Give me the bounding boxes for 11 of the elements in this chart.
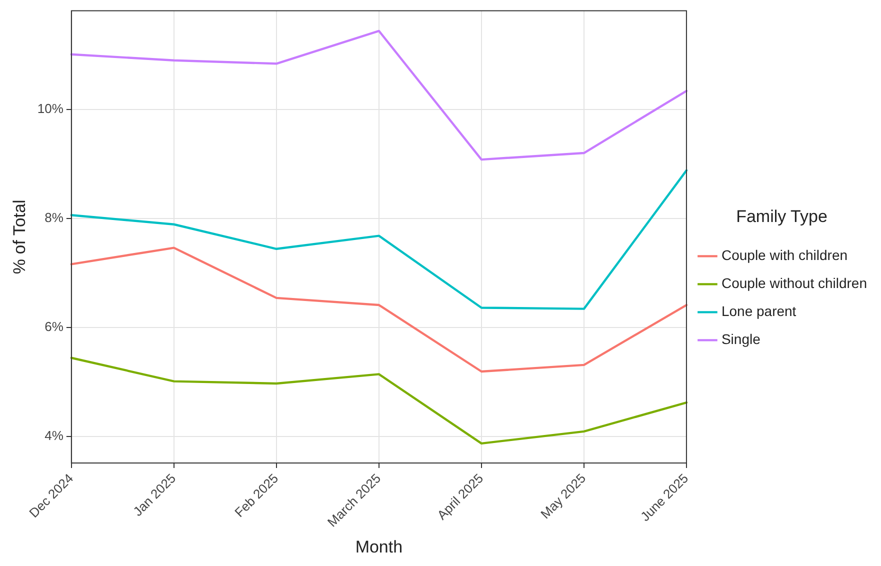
- x-axis-title: Month: [355, 537, 403, 556]
- legend-label: Single: [721, 331, 761, 348]
- legend-label: Lone parent: [721, 303, 796, 320]
- y-tick-label: 8%: [44, 210, 64, 225]
- y-tick-label: 10%: [37, 100, 64, 116]
- legend-label: Couple without children: [721, 275, 867, 292]
- y-axis-title: % of Total: [10, 200, 29, 274]
- legend-label: Couple with children: [721, 247, 848, 264]
- legend-title: Family Type: [736, 206, 828, 226]
- y-tick-label: 4%: [44, 428, 64, 443]
- y-tick-label: 6%: [44, 318, 64, 334]
